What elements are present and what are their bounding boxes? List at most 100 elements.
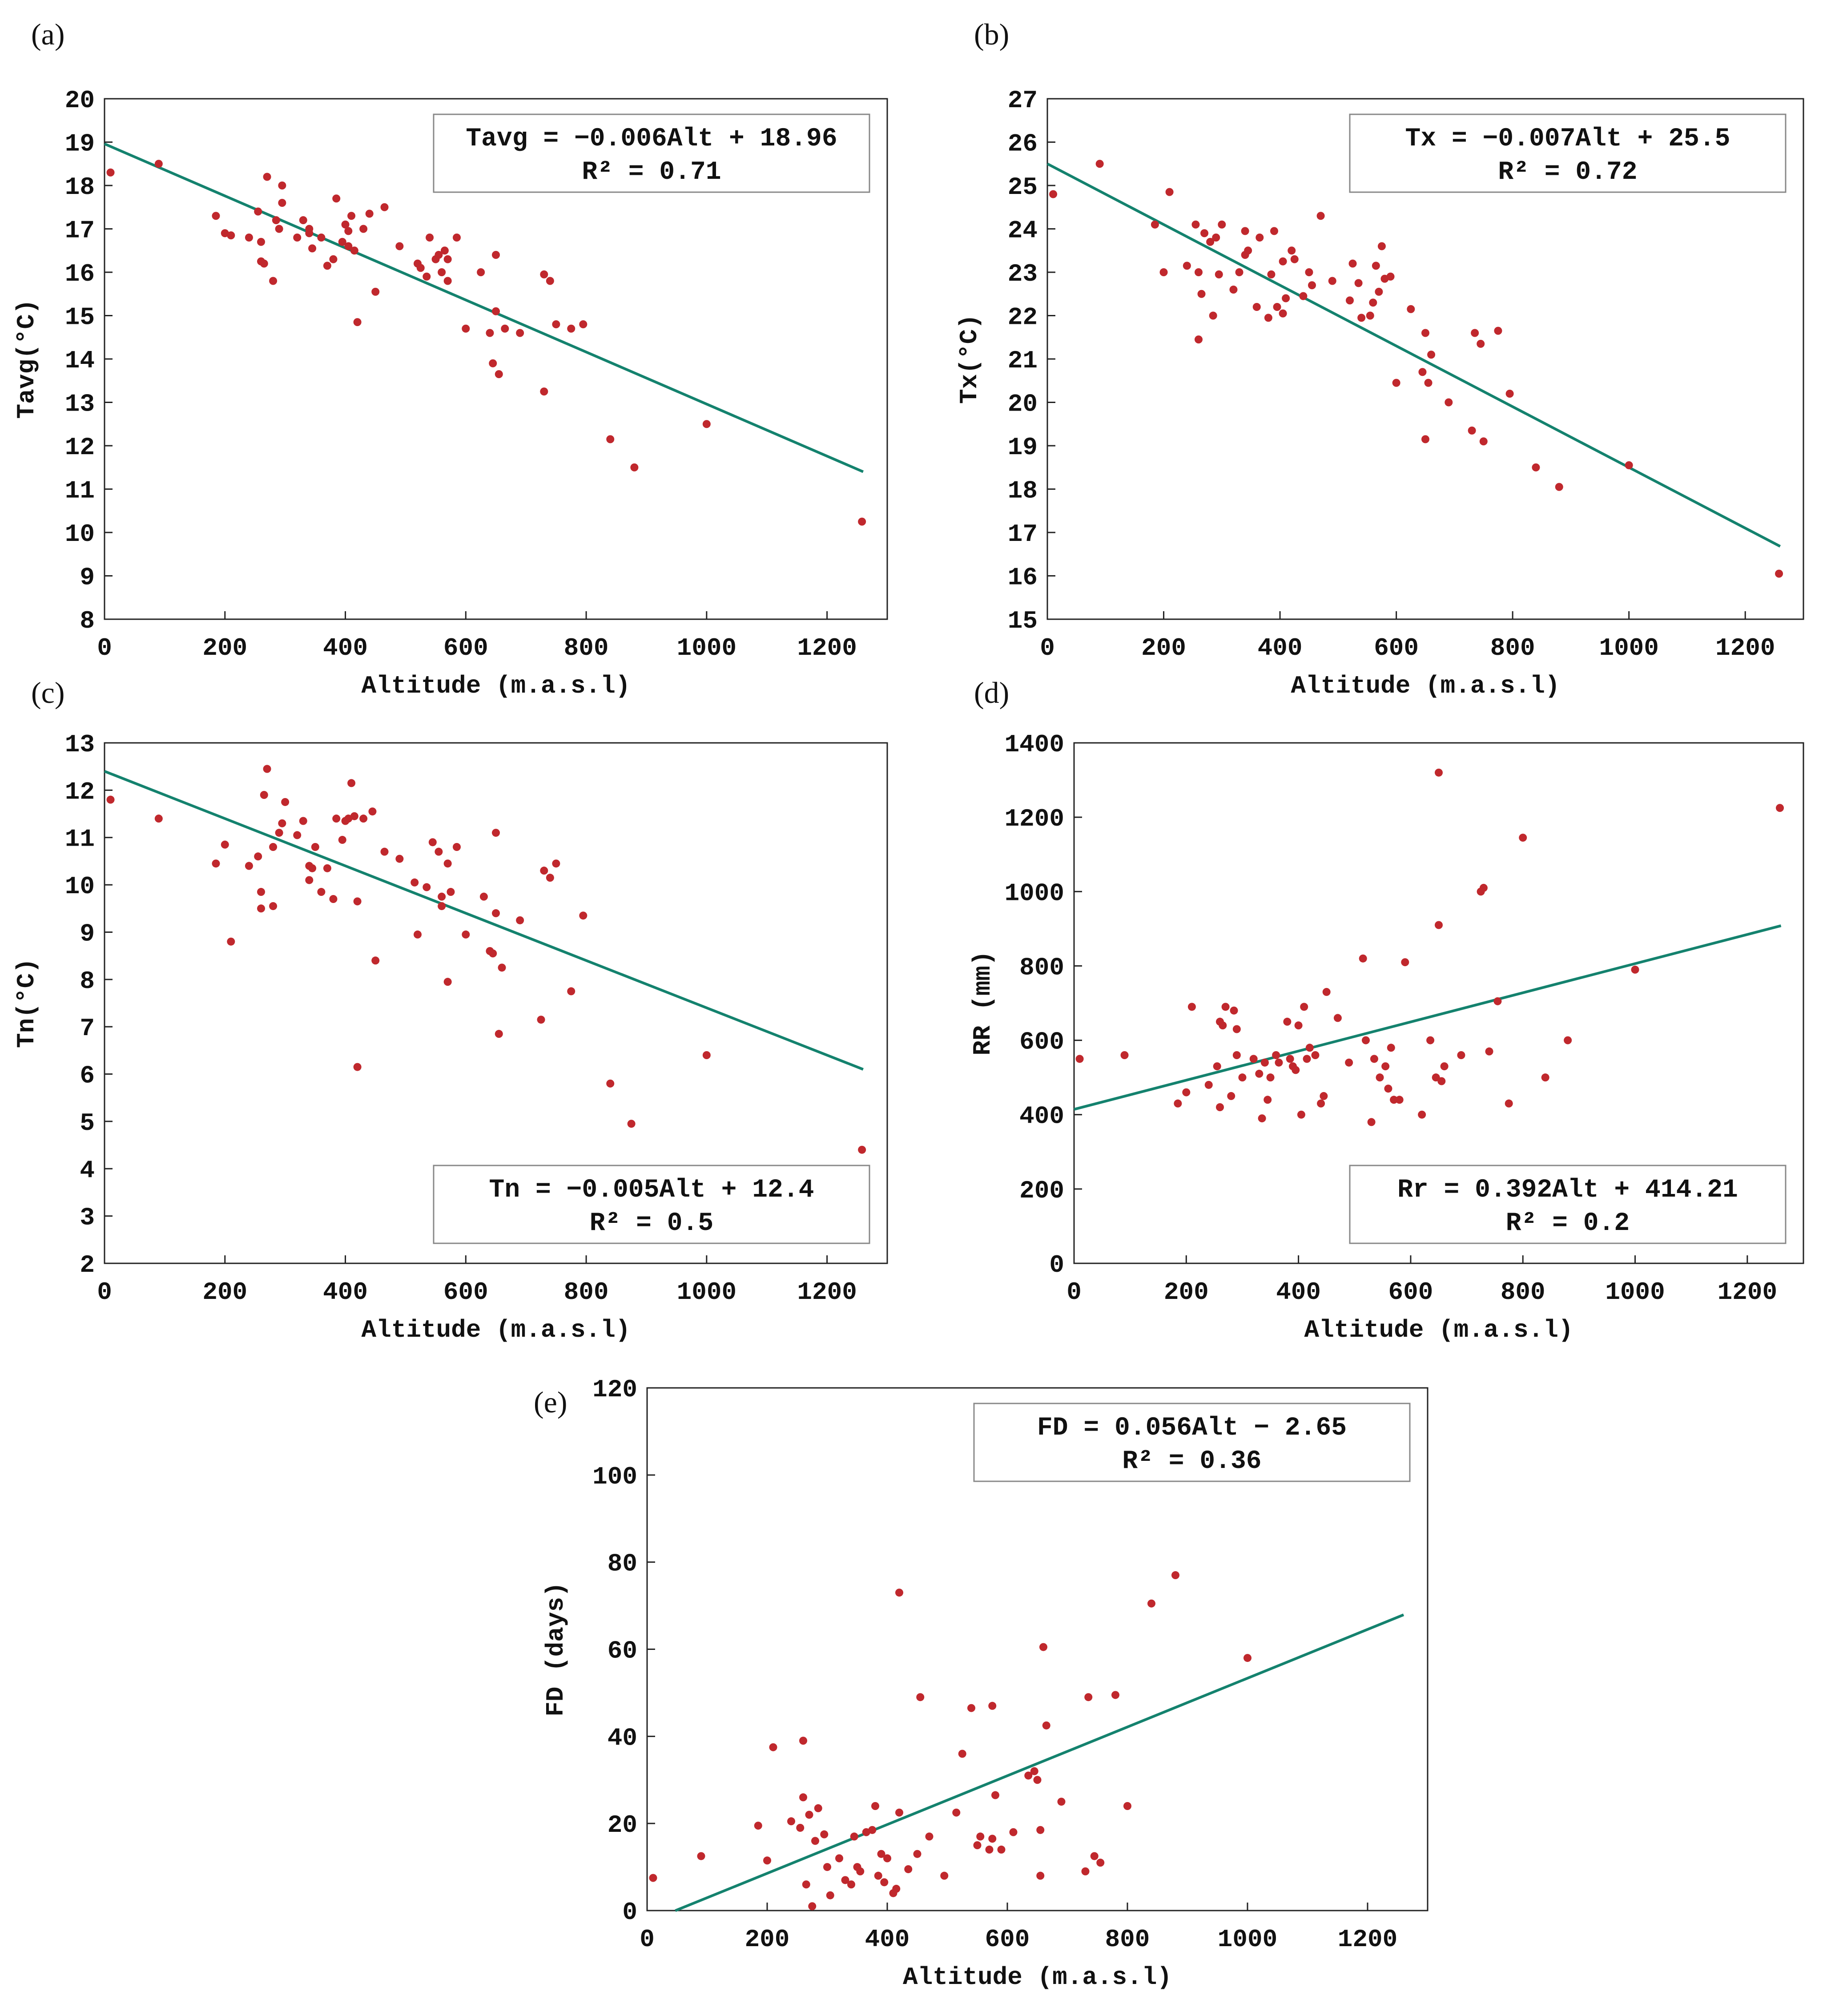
data-point xyxy=(856,1867,865,1875)
y-tick-label: 19 xyxy=(65,130,95,158)
x-tick-label: 0 xyxy=(97,634,112,662)
data-point xyxy=(1776,804,1784,812)
data-point xyxy=(245,234,253,242)
data-point xyxy=(1541,1073,1549,1082)
data-point xyxy=(1294,1021,1303,1030)
plot-area xyxy=(1073,742,1804,1264)
data-point xyxy=(1039,1643,1047,1651)
y-tick-label: 80 xyxy=(608,1550,637,1578)
data-point xyxy=(1445,398,1453,407)
data-point xyxy=(154,814,163,823)
x-tick-label: 600 xyxy=(1374,634,1419,662)
data-point xyxy=(1195,268,1203,276)
data-point xyxy=(858,517,866,526)
data-point xyxy=(1437,1077,1446,1085)
x-tick-label: 200 xyxy=(745,1925,790,1954)
data-point xyxy=(359,225,368,233)
data-point xyxy=(763,1856,771,1865)
data-point xyxy=(630,463,639,472)
data-point xyxy=(278,199,286,207)
r-squared: R² = 0.72 xyxy=(1498,158,1637,187)
data-point xyxy=(808,1902,817,1911)
data-point xyxy=(1395,1096,1404,1104)
data-point xyxy=(1229,286,1238,294)
data-point xyxy=(1183,262,1191,270)
data-point xyxy=(1272,1051,1280,1059)
data-point xyxy=(1227,1092,1235,1100)
data-point xyxy=(1209,311,1217,320)
data-point xyxy=(154,160,163,168)
data-point xyxy=(1387,1044,1395,1052)
data-point xyxy=(344,814,353,823)
data-point xyxy=(1494,327,1502,335)
data-point xyxy=(985,1845,994,1854)
data-point xyxy=(278,181,286,190)
data-point xyxy=(1427,351,1436,359)
x-tick-label: 1000 xyxy=(677,634,736,662)
data-point xyxy=(1191,220,1200,229)
data-point xyxy=(1305,1044,1314,1052)
data-point xyxy=(1311,1051,1320,1059)
data-point xyxy=(892,1885,901,1893)
data-point xyxy=(1241,227,1249,235)
data-point xyxy=(1218,220,1226,229)
data-point xyxy=(1182,1088,1191,1097)
data-point xyxy=(395,242,404,250)
data-point xyxy=(443,255,452,263)
data-point xyxy=(1275,1058,1283,1067)
data-point xyxy=(332,194,341,203)
data-point xyxy=(359,814,368,823)
x-tick-label: 400 xyxy=(1258,634,1303,662)
data-point xyxy=(988,1835,997,1843)
data-point xyxy=(1375,287,1383,296)
y-tick-label: 22 xyxy=(1008,303,1038,332)
x-tick-label: 600 xyxy=(985,1925,1030,1954)
data-point xyxy=(1354,279,1363,287)
regression-equation: FD = 0.056Alt − 2.65 xyxy=(1037,1414,1347,1443)
data-point xyxy=(1631,965,1639,974)
data-point xyxy=(501,324,509,333)
data-point xyxy=(293,831,302,839)
data-point xyxy=(1370,1055,1378,1063)
data-point xyxy=(1372,262,1380,270)
data-point xyxy=(877,1850,885,1858)
data-point xyxy=(1084,1693,1093,1702)
y-tick-label: 20 xyxy=(608,1811,637,1839)
data-point xyxy=(952,1808,961,1817)
data-point xyxy=(492,251,500,259)
regression-equation: Tn = −0.005Alt + 12.4 xyxy=(489,1176,814,1205)
data-point xyxy=(260,259,268,268)
equation-box xyxy=(1349,113,1787,193)
data-point xyxy=(438,268,446,276)
data-point xyxy=(1369,298,1377,307)
data-point xyxy=(293,234,302,242)
x-tick-label: 1200 xyxy=(1338,1925,1397,1954)
data-point xyxy=(1292,1066,1300,1074)
data-point xyxy=(913,1850,922,1858)
data-point xyxy=(410,878,419,887)
data-point xyxy=(552,320,560,328)
data-point xyxy=(802,1880,810,1889)
data-point xyxy=(1479,883,1488,892)
data-point xyxy=(1435,768,1443,777)
trend-line xyxy=(104,770,864,1071)
x-tick-label: 1200 xyxy=(797,1278,857,1306)
panel-label: (c) xyxy=(31,676,64,710)
data-point xyxy=(1305,268,1313,276)
data-point xyxy=(263,765,271,773)
data-point xyxy=(323,262,331,270)
data-point xyxy=(883,1854,891,1863)
data-point xyxy=(1377,242,1386,250)
data-point xyxy=(338,238,346,246)
panel-label: (a) xyxy=(31,17,64,51)
data-point xyxy=(874,1871,882,1880)
y-tick-label: 16 xyxy=(1008,564,1038,592)
y-tick-label: 8 xyxy=(80,967,95,996)
trend-line xyxy=(675,1613,1404,1912)
y-tick-label: 400 xyxy=(1019,1102,1064,1131)
data-point xyxy=(227,937,235,946)
y-tick-label: 6 xyxy=(80,1062,95,1090)
data-point xyxy=(1147,1599,1155,1608)
data-point xyxy=(916,1693,925,1702)
